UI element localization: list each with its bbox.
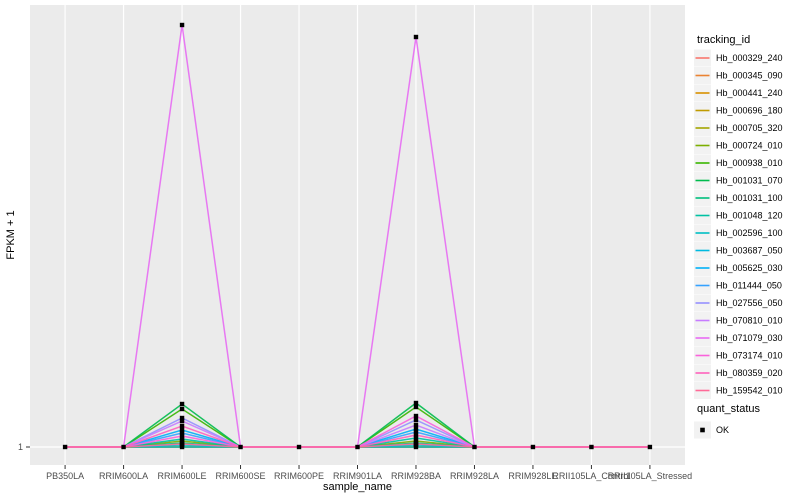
legend-item-label: Hb_000696_180: [716, 106, 783, 116]
legend-item-label: Hb_000345_090: [716, 71, 783, 81]
legend-item: Hb_001031_070: [694, 172, 783, 189]
legend-item-label: Hb_003687_050: [716, 246, 783, 256]
legend-item: Hb_000724_010: [694, 137, 783, 154]
data-point: [179, 406, 185, 412]
x-tick-label: RRIM901LA: [333, 471, 382, 481]
legend-key-point: [700, 427, 705, 433]
data-point: [121, 444, 126, 450]
data-point: [413, 441, 419, 447]
legend-item-label: Hb_000329_240: [716, 53, 783, 63]
data-point: [413, 422, 419, 428]
legend-item: Hb_011444_050: [694, 277, 782, 294]
data-point: [413, 413, 419, 419]
legend-item: Hb_000441_240: [694, 84, 783, 102]
x-tick-label: RRII105LA_Stressed: [608, 471, 693, 481]
legend-item-label: Hb_000705_320: [716, 123, 783, 133]
legend-item: Hb_159542_010: [694, 382, 783, 399]
x-tick-label: RRII105LA_Control: [552, 471, 630, 481]
data-point: [413, 34, 419, 40]
legend-item: Hb_000696_180: [694, 102, 783, 119]
legend-item-label: Hb_011444_050: [716, 281, 782, 291]
legend-item-label: Hb_073174_010: [716, 351, 783, 361]
legend-item: Hb_073174_010: [694, 347, 783, 364]
legend-item: Hb_027556_050: [694, 294, 783, 312]
x-tick-label: RRIM600LE: [158, 471, 207, 481]
y-tick-label: 1: [18, 442, 23, 452]
legend-item-label: Hb_002596_100: [716, 228, 783, 238]
legend-title-quant-status: quant_status: [697, 403, 760, 415]
legend-item-label: Hb_027556_050: [716, 298, 783, 308]
data-point: [355, 444, 360, 450]
legend-item: Hb_000345_090: [694, 67, 783, 84]
legend-item-label: Hb_005625_030: [716, 263, 783, 273]
x-tick-label: RRIM928BA: [391, 471, 441, 481]
data-point: [179, 418, 185, 424]
x-tick-label: RRIM600SE: [216, 471, 266, 481]
legend-title-tracking-id: tracking_id: [697, 34, 750, 46]
data-point: [179, 436, 185, 442]
y-axis-title: FPKM + 1: [5, 210, 17, 259]
x-tick-label: RRIM600PE: [274, 471, 324, 481]
data-point: [179, 22, 185, 28]
legend-item-label: Hb_080359_020: [716, 368, 783, 378]
data-point: [179, 423, 185, 429]
data-point: [179, 415, 185, 421]
data-point: [472, 444, 477, 450]
data-point: [413, 417, 419, 423]
data-point: [413, 404, 419, 410]
legend-item-label: Hb_001048_120: [716, 211, 783, 221]
x-axis-title: sample_name: [323, 481, 392, 493]
data-point: [62, 444, 68, 450]
legend-item: Hb_070810_010: [694, 312, 783, 329]
legend-item: Hb_001048_120: [694, 207, 783, 224]
data-point: [179, 401, 185, 407]
data-point: [179, 433, 185, 439]
legend-item-label: Hb_000724_010: [716, 141, 783, 151]
data-point: [413, 426, 419, 432]
legend-item-label: Hb_000441_240: [716, 88, 783, 98]
data-point: [413, 432, 419, 438]
data-point: [179, 441, 185, 447]
legend-item: Hb_002596_100: [694, 224, 783, 242]
legend-item-label: Hb_001031_100: [716, 193, 783, 203]
data-point: [589, 444, 594, 450]
data-point: [179, 430, 185, 436]
x-tick-label: RRIM928LA: [450, 471, 499, 481]
x-tick-label: RRIM928LE: [508, 471, 557, 481]
x-tick-label: RRIM600LA: [99, 471, 148, 481]
legend-item-label: Hb_001031_070: [716, 176, 783, 186]
legend-item-label: Hb_070810_010: [716, 316, 783, 326]
legend-item-quant-status: OK: [694, 421, 729, 439]
legend-item: Hb_000705_320: [694, 119, 783, 137]
legend-item-label: Hb_071079_030: [716, 333, 783, 343]
data-point: [413, 400, 419, 406]
legend-item: Hb_000329_240: [694, 49, 783, 67]
legend-item: Hb_001031_100: [694, 189, 783, 207]
x-tick-label: PB350LA: [46, 471, 84, 481]
data-point: [238, 444, 243, 450]
legend-item: Hb_080359_020: [694, 364, 783, 382]
legend-item: Hb_005625_030: [694, 259, 783, 277]
data-point: [530, 444, 536, 450]
legend-item-label: OK: [716, 425, 729, 435]
data-point: [413, 429, 419, 435]
legend-item: Hb_003687_050: [694, 242, 783, 259]
data-point: [179, 427, 185, 433]
data-point: [296, 444, 302, 450]
legend-item: Hb_071079_030: [694, 329, 783, 347]
legend-item-label: Hb_159542_010: [716, 386, 783, 396]
data-point: [413, 435, 419, 441]
legend-item-label: Hb_000938_010: [716, 158, 783, 168]
legend-tracking-id: Hb_000329_240 Hb_000345_090 Hb_000441_240 H…: [694, 49, 783, 399]
legend-item: Hb_000938_010: [694, 154, 783, 172]
data-point: [647, 444, 653, 450]
